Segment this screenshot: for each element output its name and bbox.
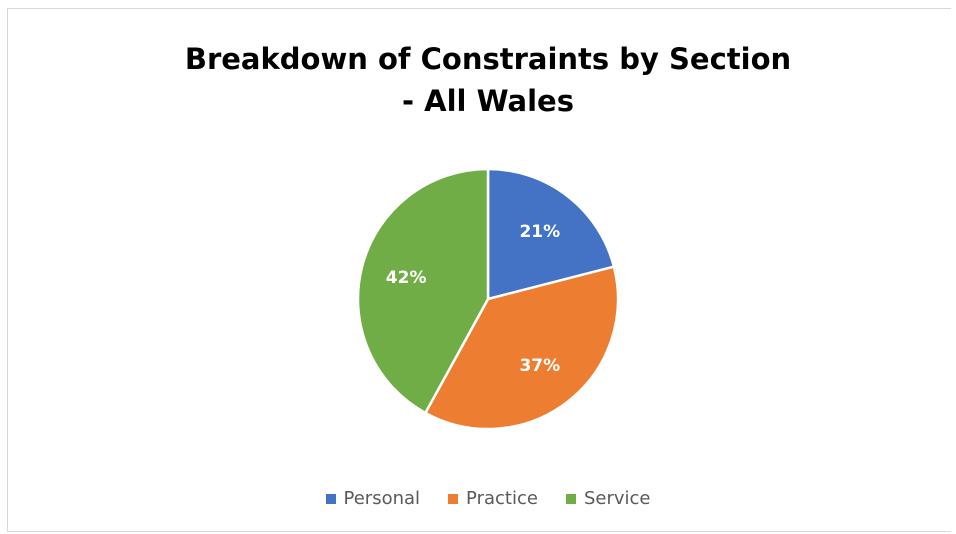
legend-swatch-practice bbox=[448, 493, 459, 504]
legend-item-personal: Personal bbox=[325, 488, 421, 509]
chart-title-line-2: - All Wales bbox=[402, 84, 574, 118]
data-label-service: 42% bbox=[386, 268, 427, 288]
legend-item-practice: Practice bbox=[448, 488, 538, 509]
data-label-personal: 21% bbox=[519, 222, 560, 242]
chart-title-line-1: Breakdown of Constraints by Section bbox=[184, 42, 792, 76]
legend-item-service: Service bbox=[565, 488, 651, 509]
chart-title: Breakdown of Constraints by Section - Al… bbox=[0, 38, 956, 122]
pie-slice-practice bbox=[423, 265, 620, 431]
data-label-practice: 37% bbox=[519, 356, 560, 376]
legend-swatch-personal bbox=[325, 493, 336, 504]
legend-label-personal: Personal bbox=[343, 488, 421, 509]
pie-slice-personal bbox=[486, 167, 616, 301]
legend-swatch-service bbox=[565, 493, 576, 504]
legend-label-service: Service bbox=[583, 488, 651, 509]
chart-legend: Personal Practice Service bbox=[0, 488, 956, 509]
pie-slice-service bbox=[356, 167, 490, 415]
legend-label-practice: Practice bbox=[466, 488, 538, 509]
